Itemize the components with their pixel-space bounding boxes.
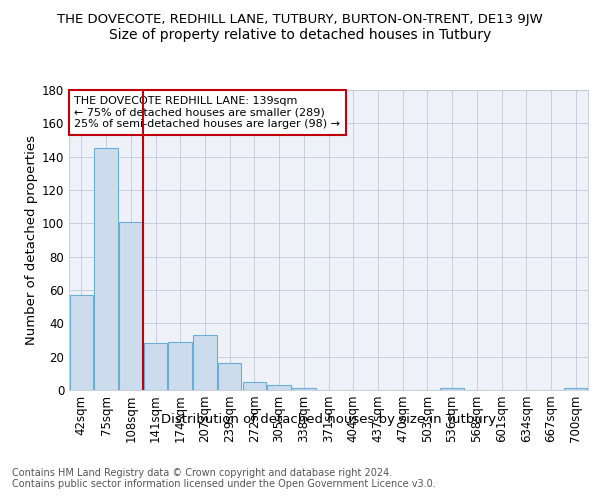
Text: THE DOVECOTE, REDHILL LANE, TUTBURY, BURTON-ON-TRENT, DE13 9JW: THE DOVECOTE, REDHILL LANE, TUTBURY, BUR… (57, 12, 543, 26)
Text: Distribution of detached houses by size in Tutbury: Distribution of detached houses by size … (161, 412, 496, 426)
Bar (70, 295, 93, 390)
Bar (119, 222, 143, 390)
Bar (440, 388, 464, 390)
Text: Size of property relative to detached houses in Tutbury: Size of property relative to detached ho… (109, 28, 491, 42)
Y-axis label: Number of detached properties: Number of detached properties (25, 135, 38, 345)
Bar (94, 148, 118, 390)
Text: THE DOVECOTE REDHILL LANE: 139sqm
← 75% of detached houses are smaller (289)
25%: THE DOVECOTE REDHILL LANE: 139sqm ← 75% … (74, 96, 340, 129)
Bar (292, 388, 316, 390)
Bar (242, 382, 266, 390)
Bar (564, 388, 587, 390)
Bar (268, 385, 291, 390)
Bar (218, 364, 241, 390)
Bar (144, 344, 167, 390)
Bar (193, 335, 217, 390)
Text: Contains HM Land Registry data © Crown copyright and database right 2024.
Contai: Contains HM Land Registry data © Crown c… (12, 468, 436, 489)
Bar (169, 342, 192, 390)
